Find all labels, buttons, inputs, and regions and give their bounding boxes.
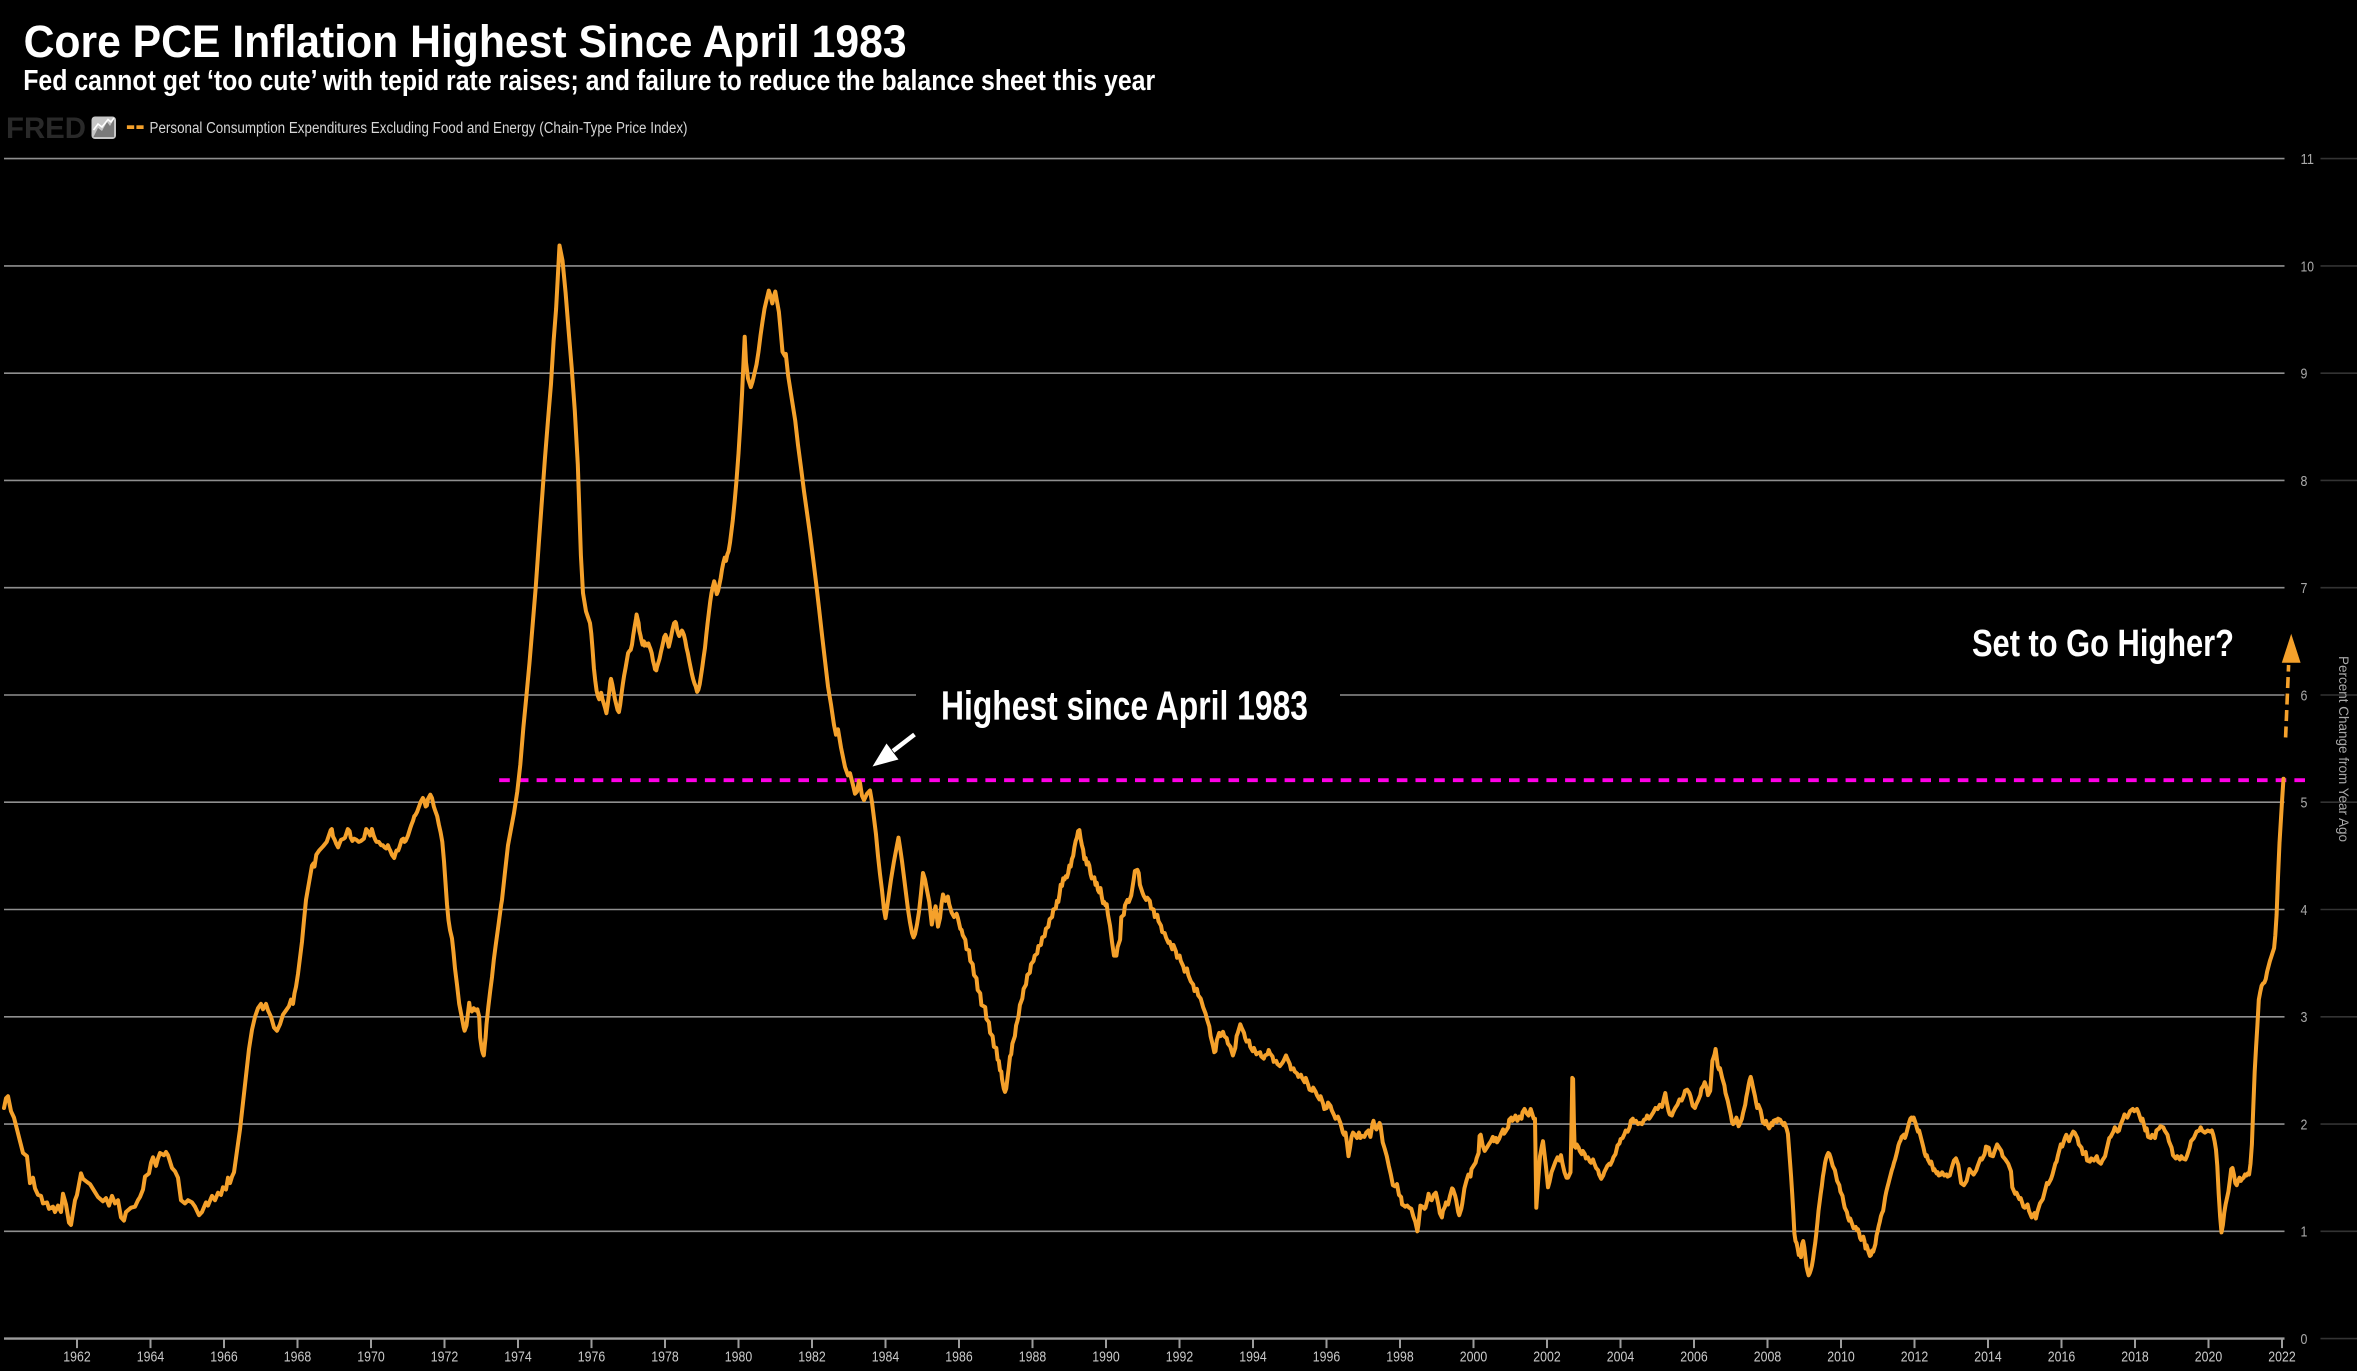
- svg-text:1972: 1972: [431, 1349, 458, 1366]
- svg-text:2010: 2010: [1827, 1349, 1854, 1366]
- svg-text:1984: 1984: [872, 1349, 899, 1366]
- svg-text:1966: 1966: [210, 1349, 237, 1366]
- svg-text:Percent Change from Year Ago: Percent Change from Year Ago: [2336, 656, 2351, 842]
- svg-text:1: 1: [2301, 1224, 2308, 1241]
- svg-text:2008: 2008: [1754, 1349, 1781, 1366]
- svg-text:1980: 1980: [725, 1349, 752, 1366]
- svg-text:1994: 1994: [1239, 1349, 1266, 1366]
- svg-text:1962: 1962: [63, 1349, 90, 1366]
- svg-text:2020: 2020: [2195, 1349, 2222, 1366]
- svg-text:7: 7: [2301, 580, 2308, 597]
- svg-text:1974: 1974: [504, 1349, 531, 1366]
- svg-text:1996: 1996: [1313, 1349, 1340, 1366]
- svg-text:5: 5: [2301, 795, 2308, 812]
- svg-text:Personal Consumption Expenditu: Personal Consumption Expenditures Exclud…: [150, 120, 688, 137]
- svg-text:2022: 2022: [2268, 1349, 2295, 1366]
- svg-text:0: 0: [2301, 1331, 2308, 1348]
- svg-text:1964: 1964: [137, 1349, 164, 1366]
- svg-text:1976: 1976: [578, 1349, 605, 1366]
- svg-text:2000: 2000: [1460, 1349, 1487, 1366]
- svg-text:2006: 2006: [1680, 1349, 1707, 1366]
- svg-text:4: 4: [2301, 902, 2308, 919]
- svg-text:6: 6: [2301, 687, 2308, 704]
- svg-text:10: 10: [2301, 258, 2315, 275]
- svg-text:2012: 2012: [1901, 1349, 1928, 1366]
- svg-text:2004: 2004: [1607, 1349, 1634, 1366]
- svg-text:Core PCE Inflation Highest Sin: Core PCE Inflation Highest Since April 1…: [24, 16, 907, 67]
- svg-text:Fed cannot get ‘too cute’ with: Fed cannot get ‘too cute’ with tepid rat…: [23, 65, 1155, 97]
- svg-text:1988: 1988: [1019, 1349, 1046, 1366]
- svg-text:3: 3: [2301, 1009, 2308, 1026]
- svg-text:2018: 2018: [2121, 1349, 2148, 1366]
- svg-text:1982: 1982: [798, 1349, 825, 1366]
- svg-text:2002: 2002: [1533, 1349, 1560, 1366]
- svg-text:1990: 1990: [1092, 1349, 1119, 1366]
- svg-text:8: 8: [2301, 473, 2308, 490]
- svg-text:1986: 1986: [945, 1349, 972, 1366]
- svg-text:1992: 1992: [1166, 1349, 1193, 1366]
- svg-text:1978: 1978: [651, 1349, 678, 1366]
- svg-text:11: 11: [2301, 151, 2315, 168]
- svg-text:2: 2: [2301, 1117, 2308, 1134]
- svg-text:2014: 2014: [1974, 1349, 2001, 1366]
- svg-text:1968: 1968: [284, 1349, 311, 1366]
- svg-text:9: 9: [2301, 366, 2308, 383]
- svg-text:1970: 1970: [357, 1349, 384, 1366]
- svg-text:FRED: FRED: [6, 112, 86, 145]
- svg-text:2016: 2016: [2048, 1349, 2075, 1366]
- svg-text:1998: 1998: [1386, 1349, 1413, 1366]
- svg-text:Highest since April 1983: Highest since April 1983: [941, 683, 1308, 729]
- svg-text:Set to Go Higher?: Set to Go Higher?: [1972, 623, 2234, 665]
